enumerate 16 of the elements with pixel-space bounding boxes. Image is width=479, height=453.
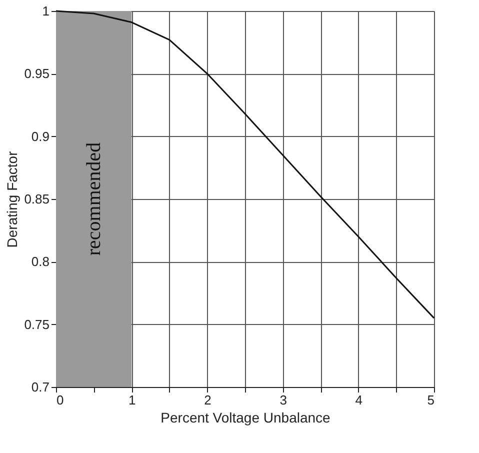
x-tick-label: 4 — [355, 392, 363, 408]
y-tick-label: 0.95 — [24, 66, 50, 82]
x-tick-label: 5 — [427, 392, 434, 408]
x-tick-label: 2 — [204, 392, 212, 408]
x-axis-title: Percent Voltage Unbalance — [160, 410, 331, 426]
y-tick-label: 0.75 — [24, 316, 50, 332]
y-tick-label: 0.9 — [31, 128, 50, 144]
band-label: recommended — [82, 142, 105, 256]
y-axis-title: Derating Factor — [4, 150, 20, 248]
y-tick-label: 1 — [42, 4, 50, 18]
x-tick-label: 1 — [128, 392, 136, 408]
y-tick-label: 0.85 — [24, 192, 50, 206]
y-tick-label: 0.8 — [31, 254, 50, 270]
x-tick-label: 0 — [56, 392, 64, 408]
y-tick-label: 0.7 — [31, 380, 50, 394]
x-tick-label: 3 — [280, 392, 287, 408]
